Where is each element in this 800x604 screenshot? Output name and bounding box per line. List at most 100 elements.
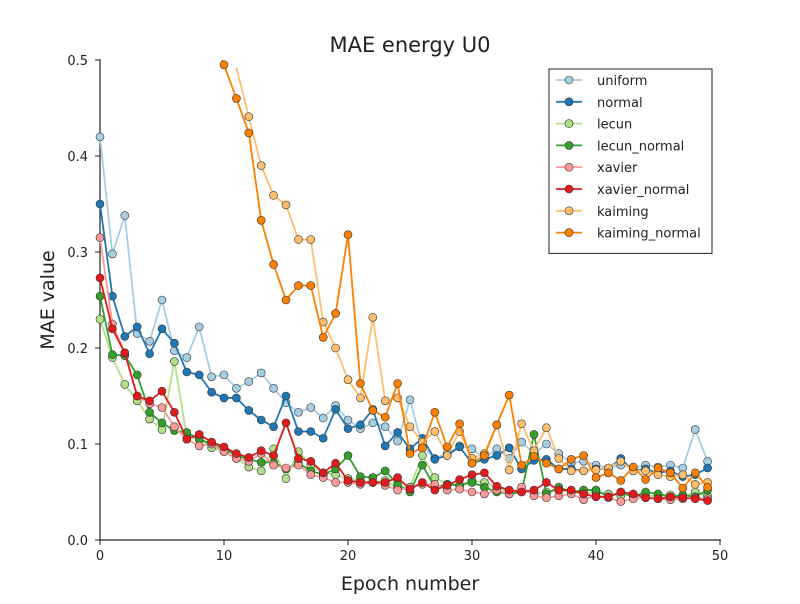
data-point bbox=[690, 494, 700, 504]
data-point bbox=[492, 481, 502, 491]
data-point bbox=[244, 453, 254, 462]
data-point bbox=[219, 393, 229, 403]
data-point bbox=[132, 391, 142, 401]
data-point bbox=[281, 418, 291, 428]
data-point bbox=[529, 452, 539, 461]
data-point bbox=[666, 468, 675, 478]
data-point bbox=[281, 295, 291, 305]
data-point bbox=[294, 235, 303, 244]
data-point bbox=[554, 464, 564, 474]
data-point bbox=[430, 455, 440, 464]
data-point bbox=[170, 357, 179, 366]
data-point bbox=[380, 478, 390, 487]
series-line bbox=[99, 277, 708, 502]
data-point bbox=[380, 441, 390, 451]
data-point bbox=[331, 405, 340, 414]
data-point bbox=[331, 478, 340, 487]
data-point bbox=[145, 336, 154, 346]
y-tick-label: 0.1 bbox=[67, 438, 88, 453]
x-tick-label: 40 bbox=[588, 549, 605, 564]
data-point bbox=[294, 427, 303, 436]
data-point bbox=[219, 442, 229, 452]
data-point bbox=[170, 408, 179, 417]
data-point bbox=[616, 497, 626, 506]
data-point bbox=[529, 430, 539, 439]
data-point bbox=[480, 451, 489, 460]
data-point bbox=[318, 433, 328, 443]
data-point bbox=[641, 475, 650, 484]
data-point bbox=[194, 441, 204, 451]
data-point bbox=[194, 322, 204, 332]
data-point bbox=[492, 420, 502, 430]
data-point bbox=[343, 415, 353, 425]
data-point bbox=[207, 387, 216, 397]
data-point bbox=[256, 466, 266, 476]
data-point bbox=[244, 406, 254, 415]
data-point bbox=[393, 485, 402, 495]
legend-swatch-marker bbox=[564, 184, 574, 194]
data-point bbox=[343, 424, 353, 433]
data-point bbox=[405, 484, 415, 494]
data-point bbox=[393, 436, 402, 446]
data-point bbox=[294, 454, 303, 463]
data-point bbox=[380, 396, 390, 406]
x-tick-label: 0 bbox=[96, 549, 104, 564]
data-point bbox=[430, 408, 440, 417]
x-axis-title: Epoch number bbox=[341, 573, 480, 595]
legend-item: uniform bbox=[556, 74, 647, 89]
data-point bbox=[157, 295, 167, 305]
data-point bbox=[194, 430, 204, 439]
legend-label: normal bbox=[597, 96, 643, 111]
data-point bbox=[678, 470, 688, 480]
data-point bbox=[566, 455, 576, 464]
y-tick-label: 0.3 bbox=[67, 246, 88, 261]
legend-box bbox=[548, 68, 713, 254]
data-point bbox=[343, 451, 353, 460]
data-point bbox=[678, 493, 688, 503]
data-point bbox=[256, 216, 266, 225]
legend-label: kaiming_normal bbox=[597, 227, 701, 242]
data-point bbox=[343, 230, 353, 240]
data-point bbox=[393, 379, 402, 388]
data-point bbox=[517, 460, 526, 470]
data-point bbox=[294, 281, 303, 290]
data-point bbox=[455, 484, 464, 494]
data-point bbox=[368, 478, 378, 487]
data-point bbox=[331, 309, 340, 318]
data-point bbox=[641, 466, 650, 476]
data-point bbox=[120, 380, 130, 389]
data-point bbox=[356, 393, 365, 403]
data-point bbox=[256, 457, 266, 467]
data-point bbox=[269, 384, 278, 393]
data-point bbox=[405, 449, 415, 458]
data-point bbox=[542, 493, 551, 503]
legend-item: normal bbox=[556, 96, 643, 111]
data-point bbox=[517, 419, 526, 429]
data-point bbox=[343, 476, 353, 485]
data-point bbox=[579, 451, 588, 460]
data-point bbox=[281, 391, 291, 401]
data-point bbox=[666, 492, 675, 502]
data-point bbox=[281, 200, 291, 210]
data-point bbox=[182, 434, 192, 444]
data-point bbox=[554, 485, 564, 495]
data-point bbox=[306, 235, 316, 244]
legend-swatch-marker bbox=[564, 206, 574, 216]
data-point bbox=[380, 466, 390, 476]
data-point bbox=[628, 489, 638, 499]
data-point bbox=[591, 492, 601, 502]
axis-ticks: 0 10 20 30 40 50 0.0 0.1 0.2 0.3 0.4 0.5 bbox=[67, 54, 728, 564]
data-point bbox=[281, 474, 291, 483]
data-point bbox=[95, 314, 105, 324]
data-point bbox=[467, 470, 477, 480]
series-lecun bbox=[95, 314, 712, 502]
data-point bbox=[418, 478, 427, 487]
data-point bbox=[269, 451, 278, 460]
data-point bbox=[579, 466, 588, 476]
legend-swatch-marker bbox=[564, 97, 574, 107]
data-point bbox=[566, 485, 576, 495]
legend-label: lecun_normal bbox=[597, 139, 684, 154]
data-point bbox=[356, 379, 365, 388]
data-point bbox=[219, 370, 229, 380]
data-point bbox=[256, 415, 266, 425]
